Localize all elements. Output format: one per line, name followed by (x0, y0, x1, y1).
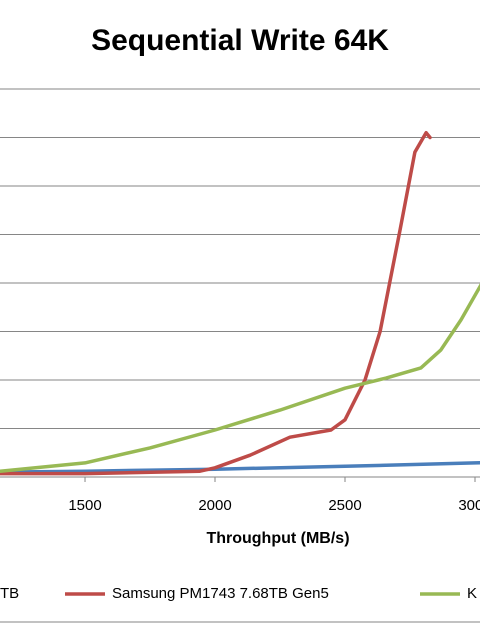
x-axis-label: Throughput (MB/s) (206, 530, 349, 547)
legend-label: K (467, 585, 477, 602)
x-tick-label: 2500 (328, 497, 361, 514)
series-line (0, 283, 480, 473)
x-tick-label: 2000 (198, 497, 231, 514)
x-tick-label: 1500 (68, 497, 101, 514)
chart-title: Sequential Write 64K (91, 24, 389, 57)
legend-label: TB (0, 585, 19, 602)
series-line (0, 130, 432, 476)
series-line (0, 461, 480, 474)
x-tick-label: 3000 (458, 497, 480, 514)
legend-label: Samsung PM1743 7.68TB Gen5 (112, 585, 329, 602)
